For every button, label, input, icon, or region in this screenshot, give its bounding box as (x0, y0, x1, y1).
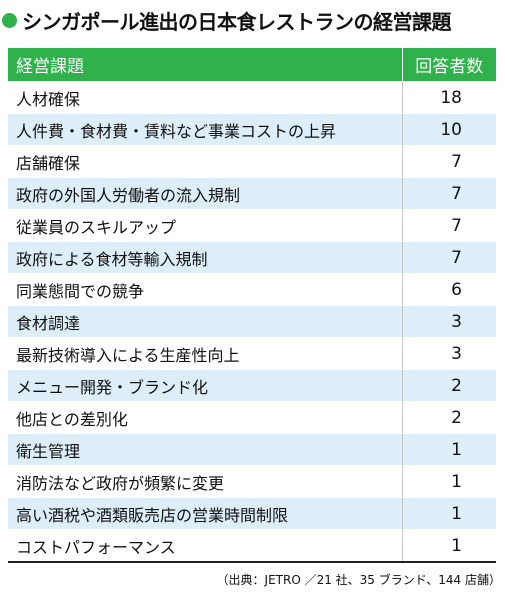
table-row: 食材調達 3 (8, 305, 496, 338)
issue-cell: 最新技術導入による生産性向上 (8, 337, 403, 370)
count-cell: 1 (402, 497, 496, 530)
count-cell: 7 (402, 145, 496, 178)
count-cell: 1 (402, 465, 496, 498)
column-header-count: 回答者数 (402, 48, 496, 82)
table-row: 政府の外国人労働者の流入規制 7 (8, 177, 496, 210)
count-cell: 7 (402, 241, 496, 274)
table-row: 店舗確保 7 (8, 145, 496, 178)
table-body: 人材確保 18 人件費・食材費・賃料など事業コストの上昇 10 店舗確保 7 政府の外国人労… (8, 81, 496, 563)
count-cell: 1 (402, 433, 496, 466)
table-row: 消防法など政府が頻繁に変更 1 (8, 465, 496, 498)
table-row: 同業態間での競争 6 (8, 273, 496, 306)
issue-cell: メニュー開発・ブランド化 (8, 369, 403, 402)
chart-title: シンガポール進出の日本食レストランの経営課題 (22, 9, 452, 34)
count-cell: 1 (402, 529, 496, 563)
issue-cell: 食材調達 (8, 305, 403, 338)
count-cell: 7 (402, 209, 496, 242)
column-header-issue: 経営課題 (8, 48, 403, 82)
table-row: 他店との差別化 2 (8, 401, 496, 434)
count-cell: 3 (402, 337, 496, 370)
issue-cell: 他店との差別化 (8, 401, 403, 434)
issue-cell: 同業態間での競争 (8, 273, 403, 306)
table-row: 政府による食材等輸入規制 7 (8, 241, 496, 274)
count-cell: 2 (402, 401, 496, 434)
issue-cell: 政府による食材等輸入規制 (8, 241, 403, 274)
issue-cell: 消防法など政府が頻繁に変更 (8, 465, 403, 498)
issue-cell: 高い酒税や酒類販売店の営業時間制限 (8, 497, 403, 530)
table-row: コストパフォーマンス 1 (8, 529, 496, 563)
table-row: 高い酒税や酒類販売店の営業時間制限 1 (8, 497, 496, 530)
count-cell: 10 (402, 113, 496, 146)
count-cell: 3 (402, 305, 496, 338)
count-cell: 7 (402, 177, 496, 210)
issue-cell: 衛生管理 (8, 433, 403, 466)
issue-cell: 従業員のスキルアップ (8, 209, 403, 242)
table-row: 従業員のスキルアップ 7 (8, 209, 496, 242)
count-cell: 6 (402, 273, 496, 306)
table-row: 衛生管理 1 (8, 433, 496, 466)
issue-cell: 店舗確保 (8, 145, 403, 178)
count-cell: 18 (402, 81, 496, 114)
table-row: 人材確保 18 (8, 81, 496, 114)
issue-cell: 人件費・食材費・賃料など事業コストの上昇 (8, 113, 403, 146)
table-row: 人件費・食材費・賃料など事業コストの上昇 10 (8, 113, 496, 146)
issue-cell: 人材確保 (8, 81, 403, 114)
chart-title-row: シンガポール進出の日本食レストランの経営課題 (2, 6, 452, 34)
table-row: メニュー開発・ブランド化 2 (8, 369, 496, 402)
count-cell: 2 (402, 369, 496, 402)
issue-cell: 政府の外国人労働者の流入規制 (8, 177, 403, 210)
issue-cell: コストパフォーマンス (8, 529, 403, 563)
bullet-dot-icon (2, 12, 17, 28)
table-header-row: 経営課題 回答者数 (8, 48, 496, 82)
issues-table: 経営課題 回答者数 人材確保 18 人件費・食材費・賃料など事業コストの上昇 10 店舗… (8, 48, 496, 563)
source-note: （出典：JETRO ／21 社、35 ブランド、144 店舗） (216, 573, 501, 587)
table-row: 最新技術導入による生産性向上 3 (8, 337, 496, 370)
